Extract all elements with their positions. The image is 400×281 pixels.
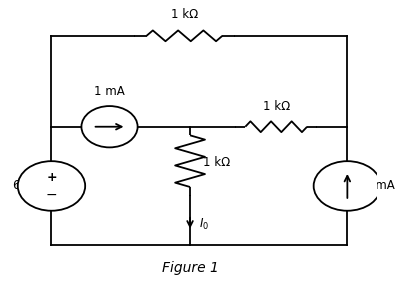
Circle shape [18, 161, 85, 211]
Text: Figure 1: Figure 1 [162, 261, 218, 275]
Circle shape [82, 106, 138, 148]
Text: $I_0$: $I_0$ [200, 217, 210, 232]
Text: 1 mA: 1 mA [94, 85, 125, 98]
Text: 1 kΩ: 1 kΩ [171, 8, 198, 21]
Text: 1 kΩ: 1 kΩ [262, 100, 290, 113]
Text: 2 mA: 2 mA [364, 180, 395, 192]
Text: 6 V: 6 V [13, 180, 32, 192]
Text: −: − [46, 188, 57, 202]
Text: +: + [46, 171, 57, 184]
Circle shape [314, 161, 381, 211]
Text: 1 kΩ: 1 kΩ [203, 156, 230, 169]
